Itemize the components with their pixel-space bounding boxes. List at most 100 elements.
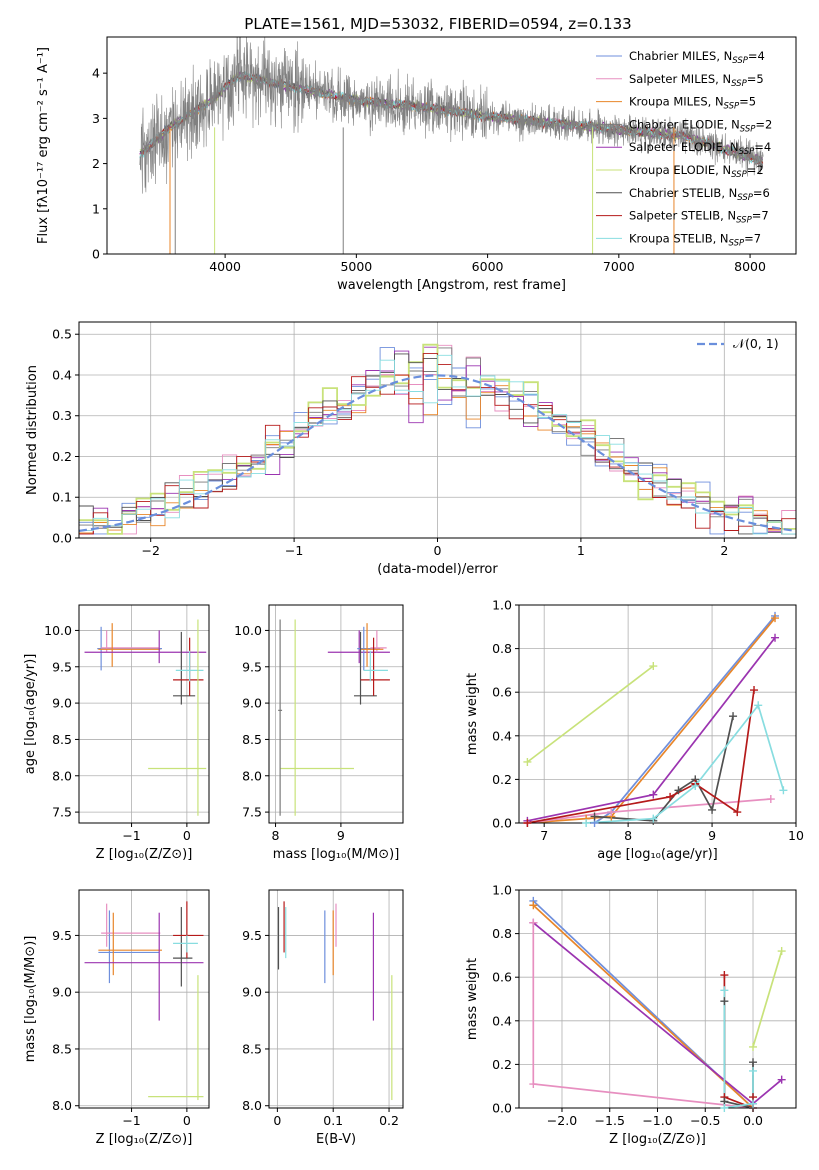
legend-sub: SSP bbox=[732, 56, 748, 66]
legend-value: =4 bbox=[748, 49, 765, 63]
legend-value: =5 bbox=[747, 72, 764, 86]
tick-label-y: 10.0 bbox=[234, 623, 262, 638]
legend-label-kroupa_stelib: Kroupa STELIB, NSSP=7 bbox=[629, 231, 761, 248]
weight-marker-kroupa_elodie bbox=[649, 662, 658, 671]
weight-marker-salpeter_miles bbox=[529, 1080, 538, 1089]
histogram-kroupa_stelib bbox=[79, 354, 796, 535]
tick-label-x: 2 bbox=[720, 543, 728, 558]
legend-sub: SSP bbox=[724, 102, 740, 112]
axes-frame bbox=[518, 889, 797, 1109]
axes-frame bbox=[268, 604, 404, 824]
tick-label-x: 0.1 bbox=[323, 1113, 343, 1128]
panel-residuals: −2 −1 0 1 2 0.0 0.1 0.2 0.3 0.4 0.5 (data-model)/er… bbox=[25, 321, 797, 577]
legend-sub: SSP bbox=[737, 193, 753, 203]
panel-age_vs_mass: 8 9 7.5 8.0 8.5 9.0 9.5 10.0 mass [log₁₀(M/M⊙)] bbox=[234, 604, 404, 862]
plot-area bbox=[84, 619, 207, 816]
weight-line-salpeter_stelib bbox=[723, 975, 754, 1108]
tick-label-y: 8.0 bbox=[52, 1098, 72, 1113]
weight-marker-kroupa_miles bbox=[529, 901, 538, 910]
tick-label-y: 0.5 bbox=[52, 327, 72, 342]
weight-line-kroupa_elodie bbox=[752, 950, 783, 1048]
weight-line-kroupa_elodie bbox=[526, 665, 654, 763]
tick-label-y: 0.2 bbox=[492, 772, 512, 787]
weight-marker-salpeter_miles bbox=[607, 808, 616, 817]
tick-label-x: −0.5 bbox=[690, 1113, 720, 1128]
tick-label-y: 7.5 bbox=[52, 805, 72, 820]
tick-label-y: 3 bbox=[92, 111, 100, 126]
tick-label-y: 9.0 bbox=[242, 696, 262, 711]
tick-label-y: 9.5 bbox=[242, 928, 262, 943]
weight-line-kroupa_stelib bbox=[723, 990, 754, 1108]
weight-marker-salpeter_stelib bbox=[750, 686, 759, 695]
tick-label-y: 9.0 bbox=[52, 696, 72, 711]
legend-name: Salpeter MILES, N bbox=[629, 72, 731, 86]
x-axis-label: mass [log₁₀(M/M⊙)] bbox=[273, 847, 400, 862]
legend-label-chabrier_miles: Chabrier MILES, NSSP=4 bbox=[629, 49, 765, 66]
weight-marker-salpeter_elodie bbox=[649, 790, 658, 799]
plot-area bbox=[526, 615, 785, 823]
panel-mass_vs_ebv: 0 0.1 0.2 8.0 8.5 9.0 9.5 E(B-V) bbox=[242, 889, 404, 1147]
panel-mass_vs_Z: −1 0 8.0 8.5 9.0 9.5 Z [log₁₀(Z/Z⊙)] mass [log₁… bbox=[23, 889, 210, 1147]
x-axis-label: wavelength [Angstrom, rest frame] bbox=[337, 278, 566, 293]
tick-label-x: 4000 bbox=[209, 259, 241, 274]
plot-area bbox=[84, 901, 204, 1101]
plot-area bbox=[139, 37, 764, 254]
tick-label-y: 0.4 bbox=[52, 367, 72, 382]
weight-marker-kroupa_stelib bbox=[582, 819, 591, 827]
weight-marker-kroupa_stelib bbox=[754, 701, 763, 710]
legend-label-salpeter_elodie: Salpeter ELODIE, NSSP=4 bbox=[629, 140, 771, 157]
tick-label-x: 5000 bbox=[340, 259, 372, 274]
legend-name: Chabrier ELODIE, N bbox=[629, 117, 740, 131]
tick-label-y: 0.0 bbox=[492, 816, 512, 831]
legend-sub: SSP bbox=[740, 124, 756, 134]
tick-label-y: 8.0 bbox=[242, 1098, 262, 1113]
y-axis-label: mass weight bbox=[465, 673, 480, 755]
tick-label-y: 8.0 bbox=[242, 768, 262, 783]
plot-area bbox=[277, 901, 393, 1101]
weight-marker-salpeter_miles bbox=[766, 795, 775, 804]
tick-label-y: 1.0 bbox=[492, 883, 512, 898]
weight-marker-kroupa_stelib bbox=[720, 986, 729, 995]
tick-label-x: 8000 bbox=[734, 259, 766, 274]
legend-label-chabrier_stelib: Chabrier STELIB, NSSP=6 bbox=[629, 186, 770, 203]
tick-label-x: −1.5 bbox=[595, 1113, 625, 1128]
x-axis-label: Z [log₁₀(Z/Z⊙)] bbox=[96, 1132, 193, 1147]
axes-frame bbox=[78, 321, 797, 539]
plot-area bbox=[278, 619, 390, 816]
axes-frame bbox=[518, 604, 797, 824]
weight-marker-chabrier_stelib bbox=[720, 997, 729, 1006]
tick-label-y: 9.0 bbox=[242, 985, 262, 1000]
tick-label-y: 0.0 bbox=[492, 1101, 512, 1116]
tick-label-y: 0.8 bbox=[492, 641, 512, 656]
legend-sub: SSP bbox=[736, 216, 752, 226]
weight-marker-kroupa_stelib bbox=[779, 786, 788, 795]
tick-label-y: 0.4 bbox=[492, 728, 512, 743]
x-axis-label: Z [log₁₀(Z/Z⊙)] bbox=[96, 847, 193, 862]
legend-value: =7 bbox=[744, 231, 761, 245]
weight-line-kroupa_miles bbox=[532, 904, 754, 1108]
tick-label-x: −1 bbox=[122, 1113, 140, 1128]
tick-label-y: 8.5 bbox=[242, 1041, 262, 1056]
tick-label-x: 7000 bbox=[603, 259, 635, 274]
weight-marker-kroupa_elodie bbox=[523, 757, 532, 766]
legend-name: Kroupa ELODIE, N bbox=[629, 163, 731, 177]
axes-frame bbox=[78, 604, 210, 824]
tick-label-y: 0.4 bbox=[492, 1013, 512, 1028]
tick-label-x: 8 bbox=[272, 828, 280, 843]
tick-label-x: 8 bbox=[624, 828, 632, 843]
y-axis-label: Flux [fλ10⁻¹⁷ erg cm⁻² s⁻¹ A⁻¹] bbox=[36, 47, 51, 244]
tick-label-x: −2.0 bbox=[547, 1113, 577, 1128]
x-axis-label: Z [log₁₀(Z/Z⊙)] bbox=[609, 1132, 706, 1147]
data-spectrum bbox=[139, 37, 764, 194]
legend-label-kroupa_miles: Kroupa MILES, NSSP=5 bbox=[629, 95, 756, 112]
tick-label-x: −2 bbox=[141, 543, 159, 558]
tick-label-y: 4 bbox=[92, 66, 100, 81]
tick-label-y: 8.5 bbox=[242, 732, 262, 747]
legend-name: Kroupa STELIB, N bbox=[629, 231, 729, 245]
weight-marker-salpeter_miles bbox=[529, 918, 538, 927]
tick-label-y: 0.2 bbox=[52, 449, 72, 464]
weight-marker-kroupa_elodie bbox=[777, 947, 786, 956]
tick-label-y: 9.0 bbox=[52, 985, 72, 1000]
x-axis-label: (data-model)/error bbox=[377, 562, 498, 577]
tick-label-y: 0.1 bbox=[52, 490, 72, 505]
